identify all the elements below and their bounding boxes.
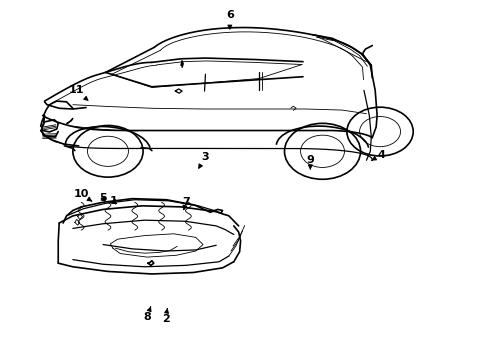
Text: 9: 9 [306, 155, 314, 169]
Text: 11: 11 [68, 85, 88, 100]
Text: 2: 2 [162, 309, 169, 324]
Text: 1: 1 [110, 196, 118, 206]
Text: 7: 7 [182, 197, 189, 210]
Text: 10: 10 [73, 189, 92, 201]
Text: 5: 5 [99, 193, 107, 203]
Text: 3: 3 [198, 152, 209, 168]
Text: 6: 6 [225, 10, 233, 29]
Text: 8: 8 [143, 307, 151, 322]
Text: 4: 4 [371, 150, 384, 160]
